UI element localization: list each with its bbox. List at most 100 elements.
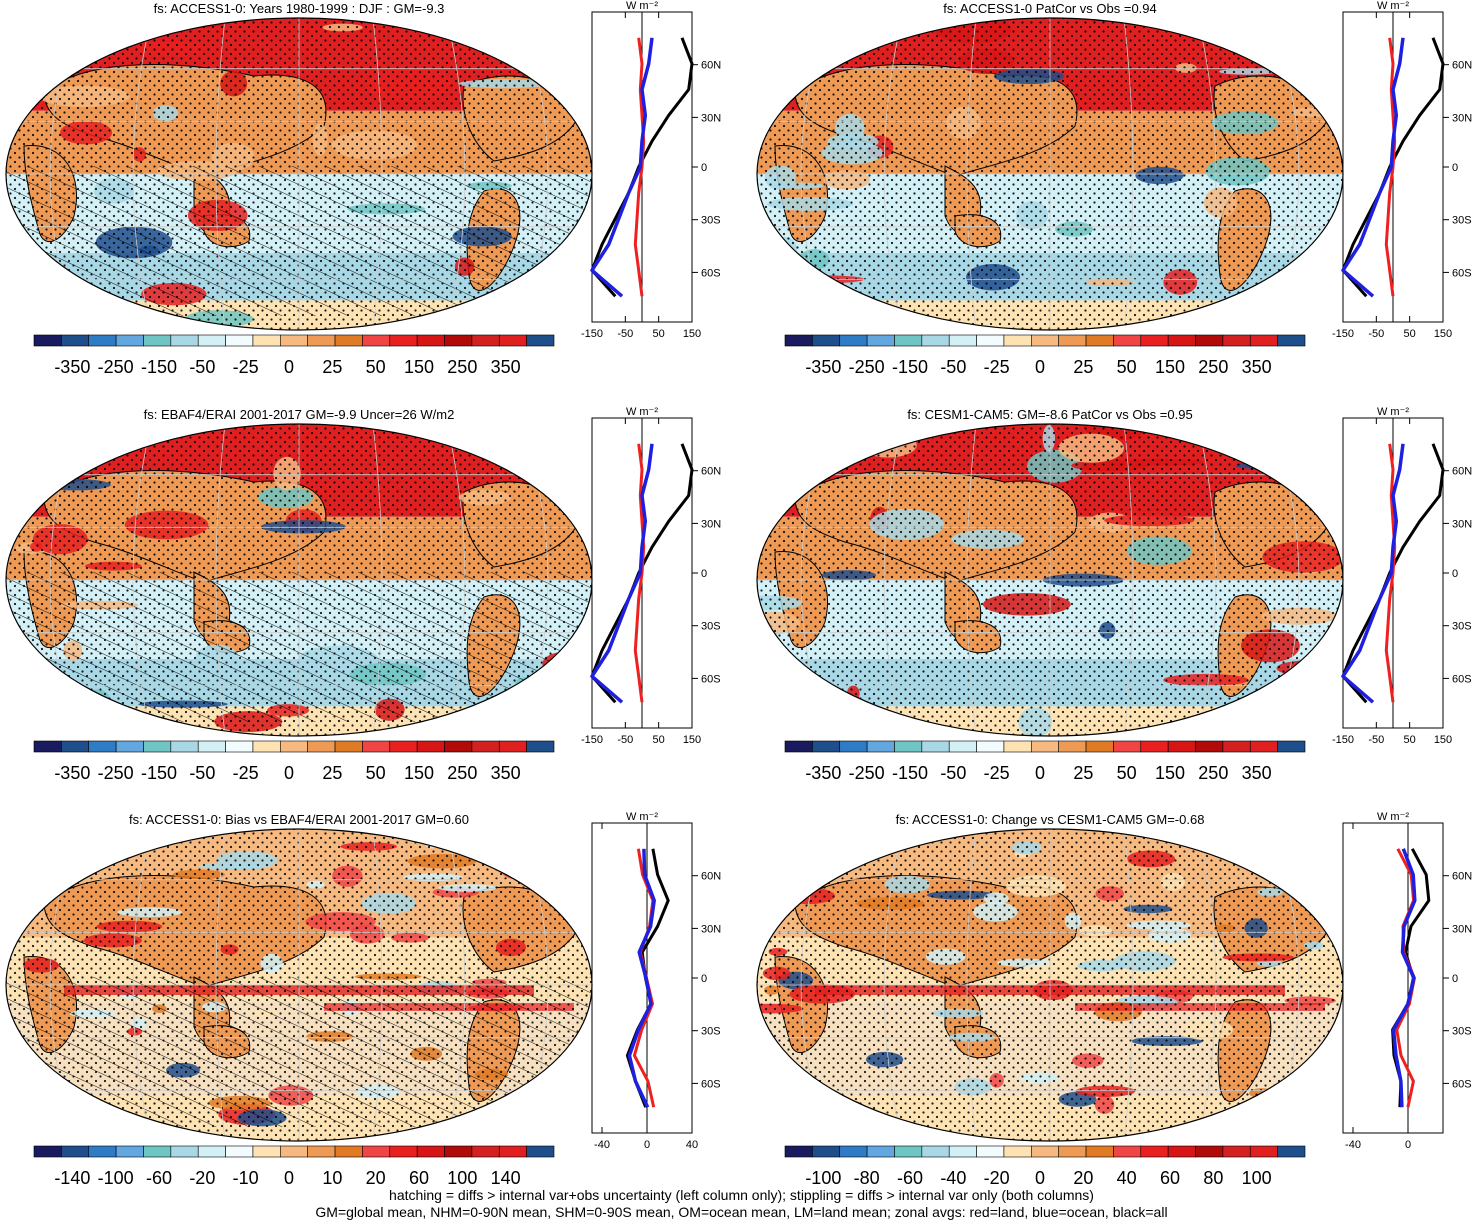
colorbar-label: -25 bbox=[233, 763, 259, 783]
field-patch bbox=[1239, 1116, 1273, 1130]
colorbar: -350 -250 -150 -50 -25 0 25 50 150 250 350 bbox=[784, 740, 1306, 783]
colorbar-label: -250 bbox=[98, 763, 134, 783]
colorbar-box bbox=[88, 334, 117, 347]
field-patch bbox=[509, 1097, 548, 1117]
colorbar-box bbox=[197, 740, 226, 753]
lat-label: 0 bbox=[701, 973, 707, 985]
colorbar-label: -100 bbox=[805, 1168, 841, 1188]
colorbar-box bbox=[526, 1145, 555, 1158]
colorbar-box bbox=[197, 1145, 226, 1158]
field-patch bbox=[6, 651, 30, 678]
lat-label: 0 bbox=[1452, 568, 1458, 580]
panel-title: fs: ACCESS1-0 PatCor vs Obs =0.94 bbox=[943, 1, 1157, 16]
colorbar-box bbox=[389, 334, 418, 347]
colorbar-box bbox=[921, 334, 950, 347]
field-patch bbox=[32, 67, 77, 75]
graticule-line bbox=[883, 424, 903, 736]
colorbar-box bbox=[1167, 1145, 1196, 1158]
colorbar-box bbox=[33, 1145, 62, 1158]
zonal-series-line bbox=[1391, 848, 1417, 1108]
colorbar-label: 150 bbox=[404, 763, 434, 783]
graticule-line bbox=[1197, 424, 1217, 736]
colorbar-box bbox=[526, 334, 555, 347]
colorbar: -100 -80 -60 -40 -20 0 20 40 60 80 100 bbox=[784, 1145, 1306, 1188]
graticule-line bbox=[883, 18, 903, 330]
colorbar-box bbox=[1113, 740, 1142, 753]
colorbar: -350 -250 -150 -50 -25 0 25 50 150 250 350 bbox=[33, 334, 555, 377]
colorbar-label: -40 bbox=[940, 1168, 966, 1188]
colorbar-box bbox=[812, 334, 841, 347]
map-plot bbox=[5, 423, 593, 737]
colorbar-box bbox=[1085, 334, 1114, 347]
colorbar-box bbox=[498, 1145, 527, 1158]
colorbar-label: 150 bbox=[404, 357, 434, 377]
lat-label: 30N bbox=[701, 923, 721, 935]
colorbar-box bbox=[1195, 334, 1224, 347]
lat-label: 0 bbox=[701, 162, 707, 174]
colorbar-box bbox=[143, 740, 172, 753]
colorbar-label: -20 bbox=[189, 1168, 215, 1188]
colorbar-box bbox=[225, 334, 254, 347]
colorbar-label: 80 bbox=[1203, 1168, 1223, 1188]
colorbar-box bbox=[866, 334, 895, 347]
zonal-series-line bbox=[627, 848, 656, 1108]
colorbar-label: 50 bbox=[366, 763, 386, 783]
footer-line-1: hatching = diffs > internal var+obs unce… bbox=[389, 1187, 1094, 1203]
lat-label: 30N bbox=[1452, 112, 1472, 124]
lat-label: 0 bbox=[701, 568, 707, 580]
colorbar-box bbox=[33, 334, 62, 347]
lat-label: 0 bbox=[1452, 973, 1458, 985]
colorbar-box bbox=[88, 1145, 117, 1158]
graticule-line bbox=[132, 829, 152, 1141]
colorbar-box bbox=[334, 740, 363, 753]
colorbar-box bbox=[1277, 334, 1306, 347]
lat-label: 30N bbox=[1452, 923, 1472, 935]
colorbar-box bbox=[498, 334, 527, 347]
x-tick-label: 50 bbox=[1404, 328, 1416, 340]
colorbar-label: 150 bbox=[1155, 763, 1185, 783]
colorbar-box bbox=[280, 1145, 308, 1158]
lat-label: 30S bbox=[701, 621, 721, 633]
lat-label: 30S bbox=[1452, 1026, 1472, 1038]
colorbar-box bbox=[1031, 334, 1059, 347]
zonal-mean-plot: W m⁻² 60N 30N 0 30S 60S -150 -50 50 150 bbox=[581, 406, 721, 746]
colorbar-box bbox=[839, 334, 868, 347]
colorbar-box bbox=[307, 740, 336, 753]
x-tick-label: 150 bbox=[1434, 734, 1452, 746]
lat-label: 60N bbox=[701, 466, 721, 478]
lat-label: 60N bbox=[701, 871, 721, 883]
colorbar-box bbox=[307, 334, 336, 347]
colorbar: -350 -250 -150 -50 -25 0 25 50 150 250 350 bbox=[33, 740, 555, 783]
x-tick-label: 0 bbox=[644, 1139, 650, 1151]
colorbar-box bbox=[444, 1145, 473, 1158]
x-tick-label: -40 bbox=[1345, 1139, 1361, 1151]
colorbar-label: -80 bbox=[854, 1168, 880, 1188]
field-patch bbox=[549, 478, 592, 508]
colorbar-label: 0 bbox=[1035, 1168, 1045, 1188]
colorbar-box bbox=[1058, 740, 1087, 753]
field-patch bbox=[53, 306, 97, 318]
colorbar-label: -350 bbox=[805, 357, 841, 377]
colorbar-box bbox=[280, 334, 308, 347]
colorbar-box bbox=[812, 740, 841, 753]
lat-label: 30S bbox=[701, 215, 721, 227]
colorbar-box bbox=[444, 740, 473, 753]
colorbar-box bbox=[115, 1145, 144, 1158]
graticule-line bbox=[1123, 829, 1134, 1141]
zonal-series-line bbox=[1341, 443, 1405, 704]
colorbar-box bbox=[921, 1145, 950, 1158]
x-tick-label: -50 bbox=[1368, 734, 1384, 746]
colorbar-label: -250 bbox=[849, 763, 885, 783]
map-plot bbox=[5, 17, 593, 331]
colorbar-label: 20 bbox=[1073, 1168, 1093, 1188]
graticule-line bbox=[446, 829, 466, 1141]
colorbar-label: -100 bbox=[98, 1168, 134, 1188]
colorbar-box bbox=[976, 740, 1005, 753]
colorbar-box bbox=[252, 1145, 281, 1158]
colorbar-box bbox=[1222, 334, 1251, 347]
colorbar-box bbox=[61, 740, 90, 753]
colorbar-box bbox=[1085, 1145, 1114, 1158]
colorbar-label: 250 bbox=[1198, 763, 1228, 783]
colorbar-label: -60 bbox=[897, 1168, 923, 1188]
lat-label: 60S bbox=[1452, 673, 1472, 685]
